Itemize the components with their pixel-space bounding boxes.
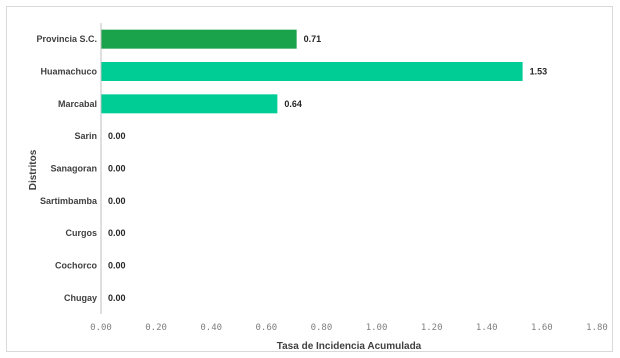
category-labels: Provincia S.C. Huamachuco Marcabal Sarin San…	[36, 34, 98, 303]
category-label: Huamachuco	[40, 67, 97, 77]
x-tick-label: 0.80	[311, 323, 333, 333]
value-label: 0.71	[304, 34, 322, 44]
x-tick-label: 1.00	[366, 323, 388, 333]
x-tick-labels: 0.00 0.20 0.40 0.60 0.80 1.00 1.20 1.40 1.60 1.80	[90, 323, 608, 333]
category-label: Marcabal	[58, 99, 97, 109]
value-label: 0.00	[108, 261, 126, 271]
x-axis-title: Tasa de Incidencia Acumulada	[277, 341, 422, 352]
value-label: 0.00	[108, 228, 126, 238]
x-tick-label: 1.20	[421, 323, 443, 333]
value-label: 0.00	[108, 131, 126, 141]
category-label: Provincia S.C.	[36, 34, 97, 44]
bars-group	[101, 29, 523, 114]
y-axis-title: Distritos	[28, 149, 39, 190]
value-label: 1.53	[530, 67, 548, 77]
category-label: Chugay	[64, 293, 97, 303]
category-label: Curgos	[66, 228, 98, 238]
x-tick-label: 0.00	[90, 323, 112, 333]
value-label: 0.00	[108, 164, 126, 174]
category-label: Sarin	[74, 131, 97, 141]
category-label: Cochorco	[55, 261, 98, 271]
value-label: 0.00	[108, 196, 126, 206]
x-tick-label: 1.80	[586, 323, 608, 333]
value-labels: 0.71 1.53 0.64 0.00 0.00 0.00 0.00 0.00 0.00	[108, 34, 547, 303]
category-label: Sartimbamba	[40, 196, 98, 206]
x-tick-label: 1.60	[531, 323, 553, 333]
value-label: 0.00	[108, 293, 126, 303]
bar	[101, 62, 523, 81]
x-tick-label: 1.40	[476, 323, 498, 333]
x-tick-label: 0.60	[255, 323, 277, 333]
x-tick-label: 0.20	[145, 323, 167, 333]
value-label: 0.64	[284, 99, 302, 109]
category-label: Sanagoran	[50, 164, 97, 174]
bar	[101, 94, 278, 114]
bar	[101, 29, 297, 49]
x-tick-label: 0.40	[200, 323, 222, 333]
